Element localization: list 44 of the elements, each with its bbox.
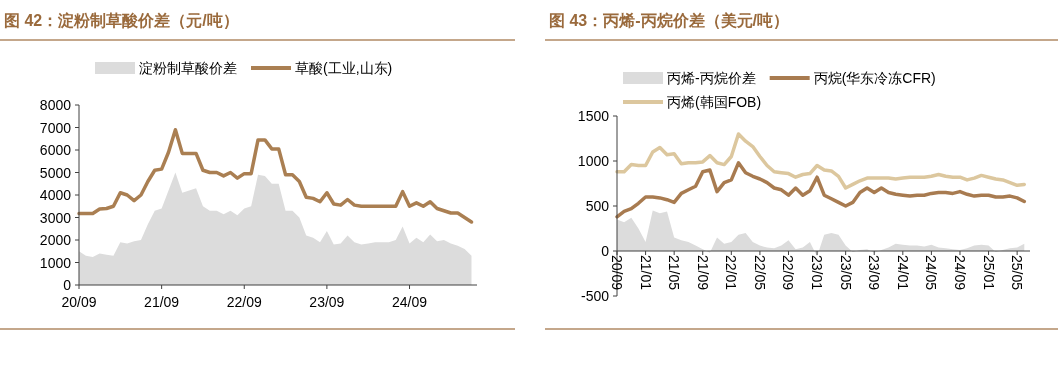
legend-label: 淀粉制草酸价差 bbox=[139, 60, 237, 76]
y-tick-label: 7000 bbox=[39, 119, 72, 136]
x-tick-label: 21/01 bbox=[637, 255, 654, 291]
y-tick-label: 8000 bbox=[39, 97, 72, 113]
x-tick-label: 24/05 bbox=[923, 255, 940, 291]
x-tick-label: 24/01 bbox=[894, 255, 911, 291]
y-tick-label: 5000 bbox=[39, 164, 72, 181]
x-tick-label: 20/09 bbox=[609, 255, 625, 291]
y-tick-label: 2000 bbox=[39, 232, 72, 248]
y-tick-label: 1000 bbox=[577, 153, 610, 169]
x-tick-label: 23/05 bbox=[837, 255, 854, 291]
x-tick-label: 21/05 bbox=[666, 255, 683, 291]
legend-label: 丙烯(韩国FOB) bbox=[667, 94, 762, 110]
y-tick-label: 1000 bbox=[39, 254, 72, 271]
x-tick-label: 20/09 bbox=[61, 294, 97, 310]
x-tick-label: 24/09 bbox=[951, 255, 968, 291]
x-tick-label: 23/09 bbox=[866, 255, 883, 291]
y-tick-label: -500 bbox=[580, 288, 610, 304]
legend-label: 丙烷(华东冷冻CFR) bbox=[813, 70, 936, 86]
x-tick-label: 22/09 bbox=[780, 255, 797, 291]
x-tick-label: 25/05 bbox=[1009, 255, 1026, 291]
x-tick-label: 23/09 bbox=[309, 294, 345, 310]
line-series bbox=[77, 128, 474, 224]
y-tick-label: 0 bbox=[63, 277, 72, 293]
x-tick-label: 21/09 bbox=[694, 255, 711, 291]
chart-title: 图 42：淀粉制草酸价差（元/吨） bbox=[4, 12, 239, 30]
line-series bbox=[615, 132, 1027, 190]
x-tick-label: 22/05 bbox=[751, 255, 768, 291]
line-series bbox=[615, 161, 1027, 219]
y-tick-label: 6000 bbox=[39, 142, 72, 158]
legend-label: 丙烯-丙烷价差 bbox=[667, 70, 756, 86]
x-tick-label: 22/01 bbox=[723, 255, 740, 291]
y-tick-label: 4000 bbox=[39, 187, 72, 203]
x-tick-label: 21/09 bbox=[144, 294, 180, 310]
x-tick-label: 25/01 bbox=[980, 255, 997, 291]
x-tick-label: 23/01 bbox=[809, 255, 826, 291]
x-tick-label: 24/09 bbox=[392, 294, 428, 310]
y-tick-label: 500 bbox=[585, 198, 610, 214]
x-tick-label: 22/09 bbox=[226, 294, 262, 310]
y-tick-label: 0 bbox=[601, 243, 610, 259]
y-tick-label: 3000 bbox=[39, 209, 72, 226]
legend-label: 草酸(工业,山东) bbox=[295, 60, 393, 76]
chart-title: 图 43：丙烯-丙烷价差（美元/吨） bbox=[549, 11, 790, 30]
y-tick-label: 1500 bbox=[577, 108, 610, 124]
